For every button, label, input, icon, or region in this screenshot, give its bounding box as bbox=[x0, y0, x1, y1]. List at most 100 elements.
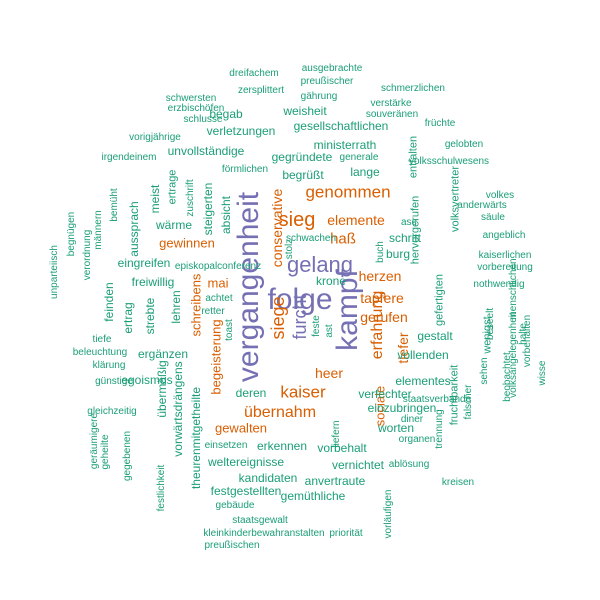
word-130: ablösung bbox=[388, 459, 430, 470]
word-126: einsetzen bbox=[204, 440, 248, 451]
word-81: gährung bbox=[300, 91, 338, 102]
word-100: vorbereitung bbox=[477, 262, 533, 273]
word-133: staatsgewalt bbox=[232, 515, 288, 526]
word-40: egoismus bbox=[121, 373, 173, 387]
word-8: kaiser bbox=[280, 382, 326, 402]
word-108: achtet bbox=[205, 293, 233, 304]
word-47: anvertraute bbox=[304, 474, 366, 488]
word-30: begab bbox=[209, 107, 243, 121]
word-78: ausgebrachte bbox=[301, 63, 363, 74]
word-84: verstärke bbox=[370, 98, 412, 109]
word-134: kleinkinderbewahranstalten bbox=[203, 528, 325, 539]
word-5: sieg bbox=[278, 209, 316, 231]
word-34: begrüßt bbox=[282, 168, 324, 182]
word-86: souveränen bbox=[365, 109, 419, 120]
word-136: preußischen bbox=[204, 540, 260, 551]
word-23: begeisterung bbox=[208, 319, 224, 395]
word-127: liefern bbox=[331, 420, 342, 448]
word-19: heer bbox=[314, 365, 344, 381]
word-70: zuschrift bbox=[185, 179, 196, 217]
word-56: schritt bbox=[388, 231, 422, 245]
word-1: vergangenheit bbox=[232, 191, 265, 383]
word-119: klärung bbox=[92, 360, 126, 371]
word-146: volksangelegenheit bbox=[508, 312, 519, 398]
word-132: gebäude bbox=[215, 500, 255, 511]
word-94: förmlichen bbox=[221, 164, 269, 175]
word-72: hervorgerufen bbox=[409, 195, 422, 265]
word-121: gleichzeitig bbox=[87, 406, 137, 417]
word-50: worten bbox=[377, 421, 415, 435]
word-141: sehen bbox=[479, 357, 490, 385]
word-102: bemüht bbox=[109, 188, 120, 222]
word-101: nothwendig bbox=[473, 279, 525, 290]
word-24: gewinnen bbox=[159, 235, 215, 251]
word-41: deren bbox=[235, 386, 267, 400]
word-115: buch bbox=[375, 241, 386, 263]
word-116: ase bbox=[400, 217, 418, 228]
word-51: einzubringen bbox=[367, 401, 437, 415]
word-3: folge bbox=[267, 283, 333, 316]
word-69: ertrage bbox=[166, 169, 179, 205]
word-112: stolz bbox=[284, 238, 295, 260]
word-11: übernahm bbox=[243, 404, 317, 421]
word-107: episkopalconferenz bbox=[174, 261, 262, 272]
word-48: vernichtet bbox=[331, 458, 385, 472]
word-111: schwachen bbox=[285, 233, 337, 244]
word-6: furcht bbox=[290, 294, 310, 340]
word-39: ergänzen bbox=[137, 347, 189, 361]
word-98: angeblich bbox=[482, 230, 526, 241]
word-120: günstige bbox=[95, 376, 133, 387]
word-43: weltereignisse bbox=[207, 455, 285, 469]
word-135: priorität bbox=[329, 528, 363, 539]
word-96: anderwärts bbox=[457, 200, 507, 211]
word-67: steigerten bbox=[201, 182, 215, 236]
word-32: gegründete bbox=[271, 150, 333, 164]
word-9: genommen bbox=[305, 182, 391, 202]
word-26: ministerrath bbox=[313, 138, 377, 152]
word-49: vorbehalt bbox=[317, 441, 367, 455]
word-65: vorwärtsdrängens bbox=[171, 361, 185, 457]
word-66: theurenmitgetheilte bbox=[189, 386, 203, 490]
word-117: tiefe bbox=[92, 334, 112, 345]
word-125: festlichkeit bbox=[156, 464, 167, 512]
word-33: lange bbox=[350, 165, 380, 179]
word-37: freiwillig bbox=[131, 275, 175, 289]
word-68: absicht bbox=[219, 195, 233, 235]
word-83: schwersten bbox=[165, 93, 217, 104]
word-44: kandidaten bbox=[238, 471, 298, 485]
word-58: krone bbox=[315, 274, 347, 288]
word-16: tapfere bbox=[360, 290, 404, 306]
word-25: gewalten bbox=[214, 420, 268, 436]
word-138: staatsverbande bbox=[402, 394, 472, 405]
word-53: elementes bbox=[395, 374, 451, 388]
word-62: feinden bbox=[102, 282, 116, 322]
word-140: falscher bbox=[463, 384, 474, 420]
word-137: vorläufigen bbox=[383, 489, 394, 539]
word-22: schreibens bbox=[188, 273, 204, 337]
word-42: erkennen bbox=[256, 439, 308, 453]
word-74: gefertigten bbox=[433, 274, 446, 326]
word-46: gemüthliche bbox=[280, 489, 346, 503]
word-7: siege bbox=[268, 296, 288, 340]
word-124: gegebenen bbox=[122, 430, 133, 482]
word-88: früchte bbox=[424, 118, 456, 129]
word-12: haß bbox=[330, 230, 356, 248]
word-93: volksschulwesens bbox=[408, 156, 490, 167]
word-122: geräumigere bbox=[89, 412, 100, 470]
word-90: irgendeinem bbox=[101, 152, 157, 163]
word-114: ast bbox=[324, 324, 335, 338]
word-45: festgestellten bbox=[210, 484, 282, 498]
word-54: vollenden bbox=[397, 348, 449, 362]
word-4: gelang bbox=[286, 252, 354, 277]
word-15: herzen bbox=[358, 268, 402, 284]
word-59: meist bbox=[148, 184, 162, 214]
word-87: schlusse bbox=[183, 114, 223, 125]
word-17: gerufen bbox=[360, 309, 408, 325]
word-13: elemente bbox=[327, 212, 385, 228]
word-55: gestalt bbox=[417, 329, 453, 343]
word-129: organen bbox=[398, 434, 436, 445]
word-106: unparteiisch bbox=[49, 245, 60, 299]
word-28: gesellschaftlichen bbox=[293, 119, 389, 133]
word-103: männern bbox=[93, 210, 104, 250]
